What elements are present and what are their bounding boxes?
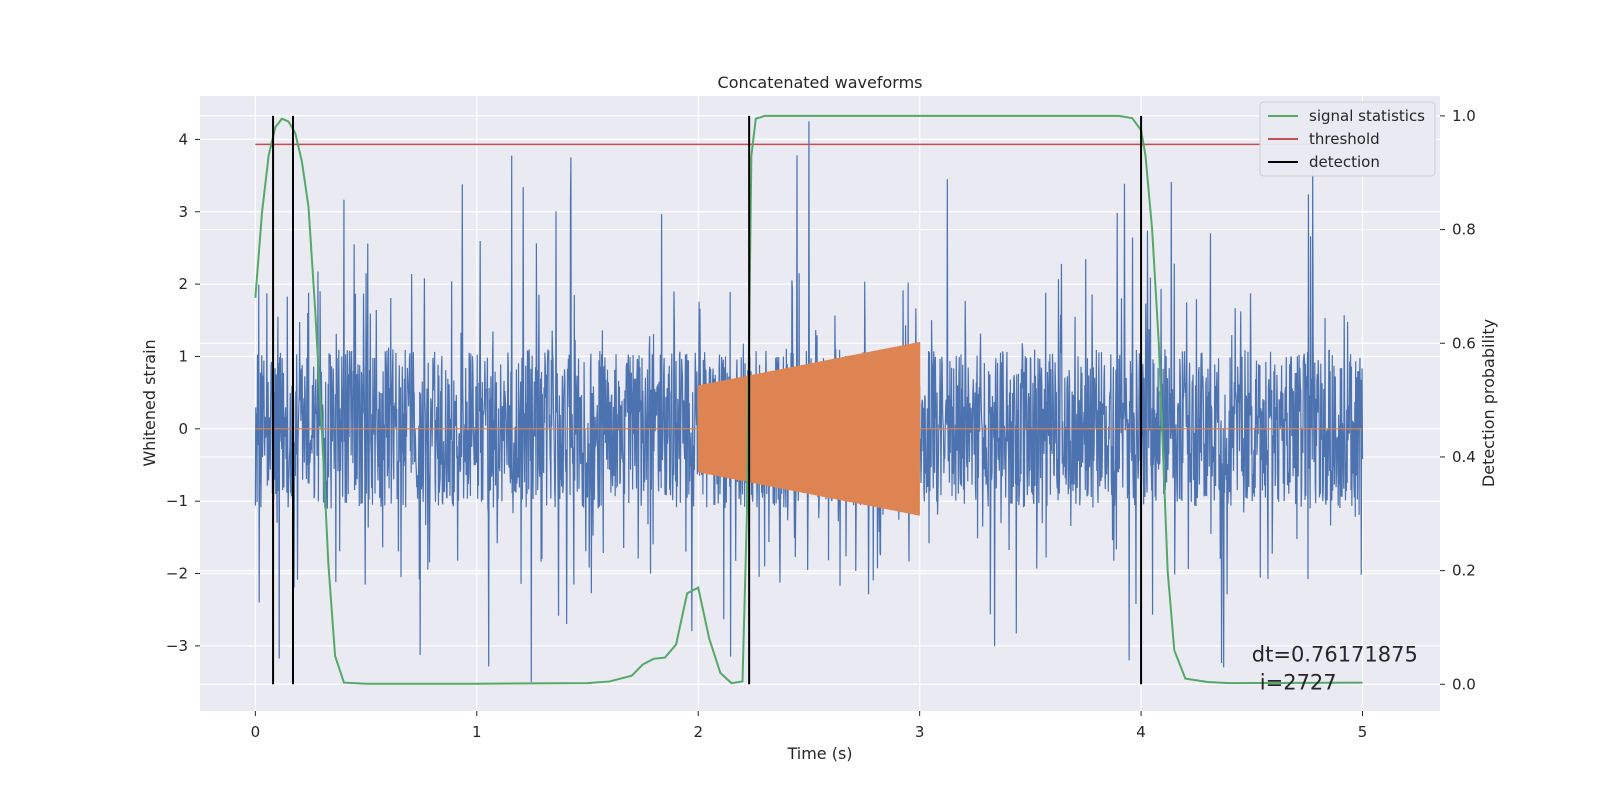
y-tick-label: 4 — [178, 130, 188, 148]
x-tick-label: 3 — [915, 723, 925, 741]
axis-layer: 0 1 2 3 4 5 −3 −2 −1 0 1 2 3 4 0.0 0.2 0.4 0.6 0.8 1.0 — [166, 107, 1476, 741]
series-whitened-strain-line — [254, 121, 1364, 683]
y-tick-label: −1 — [166, 492, 188, 510]
y-right-tick-label: 0.2 — [1452, 562, 1476, 580]
x-tick-label: 2 — [693, 723, 703, 741]
legend-label-signal-statistics: signal statistics — [1309, 107, 1425, 125]
annotation-i: i=2727 — [1260, 671, 1337, 695]
y-right-tick-label: 0.8 — [1452, 221, 1476, 239]
y-tick-label: 1 — [178, 347, 188, 365]
y-tick-label: −2 — [166, 565, 188, 583]
y-right-tick-label: 1.0 — [1452, 107, 1476, 125]
data-layer — [254, 114, 1364, 685]
x-tick-label: 4 — [1136, 723, 1146, 741]
chart-title: Concatenated waveforms — [718, 73, 923, 92]
legend: signal statistics threshold detection — [1259, 101, 1436, 177]
series-signal-statistics-line — [254, 114, 1363, 685]
annotation-dt: dt=0.76171875 — [1252, 643, 1418, 667]
y-right-tick-label: 0.0 — [1452, 675, 1476, 693]
x-axis-label: Time (s) — [786, 744, 852, 763]
y-tick-label: 3 — [178, 203, 188, 221]
y-right-tick-label: 0.4 — [1452, 448, 1476, 466]
y-tick-label: 0 — [178, 420, 188, 438]
legend-label-threshold: threshold — [1309, 130, 1380, 148]
series-template-waveform-line — [255, 341, 1363, 516]
x-tick-label: 0 — [251, 723, 261, 741]
y-axis-label: Whitened strain — [140, 339, 159, 466]
y-tick-label: 2 — [178, 275, 188, 293]
x-tick-label: 5 — [1358, 723, 1368, 741]
legend-box — [1259, 101, 1436, 177]
y-tick-label: −3 — [166, 637, 188, 655]
y-right-tick-label: 0.6 — [1452, 334, 1476, 352]
legend-label-detection: detection — [1309, 153, 1380, 171]
x-tick-label: 1 — [472, 723, 482, 741]
y-axis-right-label: Detection probability — [1479, 319, 1498, 487]
